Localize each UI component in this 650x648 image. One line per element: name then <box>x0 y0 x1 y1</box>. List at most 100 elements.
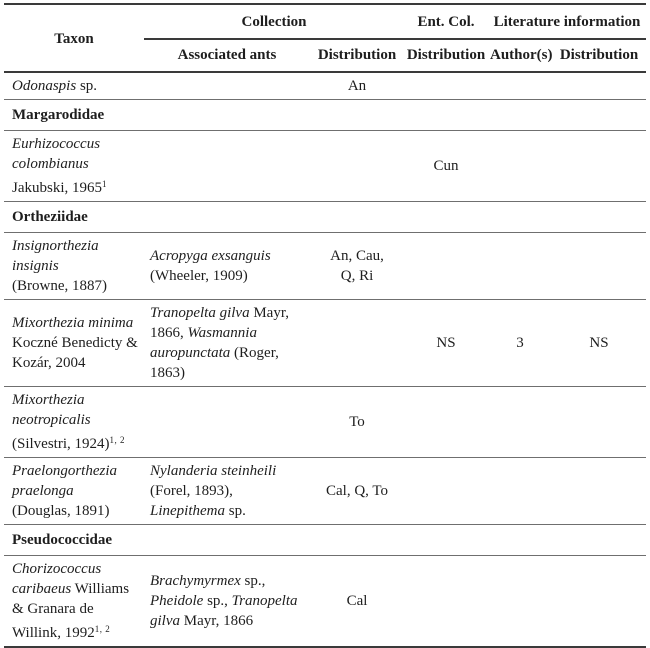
family-row: Ortheziidae <box>4 201 646 233</box>
footnote-superscript: 1 <box>102 179 107 189</box>
literature-distribution-cell: NS <box>552 299 646 387</box>
text-segment: sp. <box>76 78 98 94</box>
associated-ants-cell <box>144 386 310 458</box>
col-header-distribution-collection: Distribution <box>310 39 404 73</box>
text-segment: Cun <box>433 158 459 174</box>
scientific-name: Wasmannia <box>187 325 257 341</box>
taxon-cell: Odonaspis sp. <box>4 72 144 100</box>
taxon-cell: Chorizococcus caribaeus Williams & Granara… <box>4 555 144 648</box>
associated-ants-cell <box>144 72 310 100</box>
col-header-literature-information: Literature information <box>488 4 646 40</box>
literature-distribution-cell <box>552 232 646 300</box>
associated-ants-cell: Nylanderia steinheili (Forel, 1893), Linep… <box>144 457 310 525</box>
text-segment: Williams <box>71 581 130 597</box>
text-segment: 3 <box>516 335 524 351</box>
ent-col-distribution-cell <box>404 555 488 648</box>
collection-distribution-cell: An, Cau, Q, Ri <box>310 232 404 300</box>
text-segment: Mayr, <box>249 305 289 321</box>
ent-col-distribution-cell: Cun <box>404 130 488 202</box>
text-segment: Q, Ri <box>340 268 374 284</box>
scientific-name: neotropicalis <box>12 412 91 428</box>
associated-ants-cell: Acropyga exsanguis (Wheeler, 1909) <box>144 232 310 300</box>
text-segment: (Silvestri, 1924) <box>12 436 110 452</box>
species-row: Chorizococcus caribaeus Williams & Granara… <box>4 555 646 648</box>
scientific-name: colombianus <box>12 156 89 172</box>
text-segment: NS <box>589 335 609 351</box>
col-header-authors: Author(s) <box>488 39 553 73</box>
footnote-superscript: 1, 2 <box>109 435 125 445</box>
collection-distribution-cell: An <box>310 72 404 100</box>
text-segment: Cal, Q, To <box>325 483 388 499</box>
scientific-name: Insignorthezia insignis <box>12 238 99 274</box>
scientific-name: Pheidole <box>150 593 204 609</box>
scientific-name: Tranopelta <box>231 593 298 609</box>
scientific-name: Nylanderia steinheili <box>150 463 277 479</box>
scientific-name: Mixorthezia <box>12 392 85 408</box>
header-group-row: Taxon Collection Ent. Col. Literature in… <box>4 4 646 73</box>
ent-col-distribution-cell: NS <box>404 299 488 387</box>
family-name: Margarodidae <box>4 99 646 131</box>
literature-distribution-cell <box>552 386 646 458</box>
species-row: Eurhizococcus colombianus Jakubski, 19651 C… <box>4 130 646 202</box>
literature-distribution-cell <box>552 130 646 202</box>
col-header-distribution-ent-col: Distribution <box>404 39 488 73</box>
family-row: Pseudococcidae <box>4 524 646 556</box>
taxon-cell: Mixorthezia neotropicalis (Silvestri, 1924… <box>4 386 144 458</box>
text-segment: sp. <box>225 503 246 519</box>
text-segment: NS <box>436 335 456 351</box>
scientific-name: praelonga <box>12 483 74 499</box>
table-header: Taxon Collection Ent. Col. Literature in… <box>4 4 646 73</box>
ent-col-distribution-cell <box>404 386 488 458</box>
collection-distribution-cell <box>310 299 404 387</box>
scientific-name: Eurhizococcus <box>12 136 101 152</box>
scientific-name: gilva <box>150 613 180 629</box>
col-header-collection: Collection <box>144 4 404 40</box>
taxon-cell: Eurhizococcus colombianus Jakubski, 19651 <box>4 130 144 202</box>
text-segment: Koczné Benedicty & <box>12 335 138 351</box>
authors-cell: 3 <box>488 299 552 387</box>
scientific-name: Mixorthezia minima <box>12 315 134 331</box>
col-header-ent-col: Ent. Col. <box>404 4 488 40</box>
associated-ants-cell <box>144 130 310 202</box>
authors-cell <box>488 555 552 648</box>
taxa-table: Taxon Collection Ent. Col. Literature in… <box>4 3 646 648</box>
text-segment: Willink, 1992 <box>12 625 95 641</box>
scientific-name: Brachymyrmex <box>150 573 241 589</box>
authors-cell <box>488 232 552 300</box>
ent-col-distribution-cell <box>404 232 488 300</box>
scientific-name: Acropyga exsanguis <box>150 248 271 264</box>
ent-col-distribution-cell <box>404 72 488 100</box>
col-header-associated-ants: Associated ants <box>144 39 310 73</box>
text-segment: 1866, <box>150 325 188 341</box>
collection-distribution-cell: Cal <box>310 555 404 648</box>
species-row: Mixorthezia minima Koczné Benedicty & Kozá… <box>4 299 646 387</box>
scientific-name: Praelongorthezia <box>12 463 117 479</box>
family-name: Pseudococcidae <box>4 524 646 556</box>
scientific-name: auropunctata <box>150 345 231 361</box>
scientific-name: Chorizococcus <box>12 561 102 577</box>
text-segment: An, Cau, <box>330 248 384 264</box>
literature-distribution-cell <box>552 457 646 525</box>
text-segment: (Douglas, 1891) <box>12 503 110 519</box>
text-segment: Jakubski, 1965 <box>12 180 102 196</box>
collection-distribution-cell: Cal, Q, To <box>310 457 404 525</box>
header-sub-row: Associated ants Distribution Distributio… <box>4 39 646 73</box>
family-row: Margarodidae <box>4 99 646 131</box>
text-segment: (Forel, 1893), <box>150 483 233 499</box>
col-header-distribution-literature: Distribution <box>552 39 646 73</box>
authors-cell <box>488 386 552 458</box>
taxon-cell: Mixorthezia minima Koczné Benedicty & Kozá… <box>4 299 144 387</box>
species-row: Odonaspis sp. An <box>4 72 646 100</box>
text-segment: sp., <box>240 573 266 589</box>
text-segment: To <box>349 414 365 430</box>
text-segment: An <box>347 78 367 94</box>
authors-cell <box>488 72 552 100</box>
scientific-name: Tranopelta gilva <box>150 305 250 321</box>
species-row: Insignorthezia insignis (Browne, 1887) Acr… <box>4 232 646 300</box>
footnote-superscript: 1, 2 <box>94 624 111 634</box>
text-segment: Kozár, 2004 <box>12 355 86 371</box>
text-segment: Mayr, 1866 <box>180 613 254 629</box>
authors-cell <box>488 457 552 525</box>
associated-ants-cell: Tranopelta gilva Mayr, 1866, Wasmannia aur… <box>144 299 310 387</box>
